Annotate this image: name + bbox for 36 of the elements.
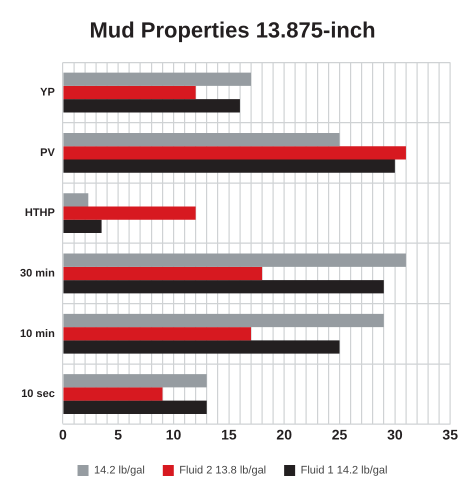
bar <box>63 99 240 112</box>
chart-title: Mud Properties 13.875-inch <box>89 17 376 42</box>
y-tick-label: 10 sec <box>21 388 55 400</box>
x-tick-label: 35 <box>442 426 458 442</box>
legend-label: Fluid 1 14.2 lb/gal <box>300 464 388 477</box>
bar <box>63 374 207 388</box>
x-tick-label: 5 <box>114 426 122 442</box>
x-tick-label: 30 <box>387 426 403 442</box>
bar <box>63 146 406 160</box>
x-tick-label: 20 <box>276 426 292 442</box>
legend-label: Fluid 2 13.8 lb/gal <box>179 464 266 477</box>
x-tick-label: 10 <box>166 426 182 442</box>
bar <box>63 327 251 340</box>
bar <box>63 220 102 234</box>
bar <box>63 400 207 414</box>
bar <box>63 132 340 146</box>
bar <box>63 280 384 294</box>
legend-label: 14.2 lb/gal <box>94 464 145 477</box>
bar <box>63 314 384 328</box>
y-tick-label: HTHP <box>24 207 55 220</box>
y-tick-label: 30 min <box>20 267 56 280</box>
bar <box>63 340 340 354</box>
bar <box>63 72 251 86</box>
bar <box>63 206 196 220</box>
x-tick-label: 25 <box>332 426 348 442</box>
x-tick-label: 0 <box>58 426 67 442</box>
bar <box>63 266 262 280</box>
y-tick-label: YP <box>40 86 55 99</box>
y-tick-label: PV <box>40 146 56 159</box>
bar <box>63 159 395 173</box>
y-tick-label: 10 min <box>20 328 56 340</box>
bar <box>63 193 88 207</box>
bar <box>63 387 162 401</box>
bar <box>63 254 406 267</box>
bar <box>63 86 196 100</box>
x-tick-label: 15 <box>221 426 237 442</box>
